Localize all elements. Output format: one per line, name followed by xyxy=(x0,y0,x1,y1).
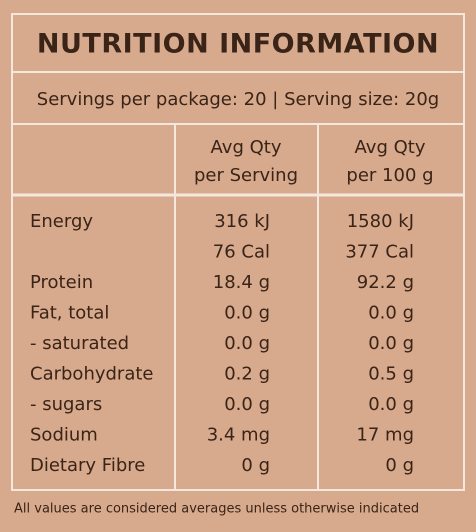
panel-border xyxy=(11,13,465,491)
nutrient-value: 316 kJ xyxy=(214,211,270,232)
nutrient-value: 0.0 g xyxy=(368,303,414,324)
nutrient-label: - sugars xyxy=(30,394,102,415)
nutrient-value: 18.4 g xyxy=(213,272,270,293)
nutrient-value: 377 Cal xyxy=(345,242,414,263)
column-header: Avg Qty xyxy=(355,137,426,158)
nutrient-value: 0.0 g xyxy=(224,303,270,324)
nutrient-value: 17 mg xyxy=(356,425,414,446)
nutrient-label: Fat, total xyxy=(30,303,109,324)
footnote: All values are considered averages unles… xyxy=(14,502,419,517)
nutrient-value: 0.0 g xyxy=(368,394,414,415)
nutrient-value: 0.2 g xyxy=(224,364,270,385)
servings: Servings per package: 20 | Serving size:… xyxy=(37,89,439,110)
nutrient-label: Sodium xyxy=(30,425,98,446)
title: NUTRITION INFORMATION xyxy=(37,29,439,60)
nutrient-value: 0.5 g xyxy=(368,364,414,385)
nutrient-value: 76 Cal xyxy=(213,242,270,263)
nutrient-value: 0.0 g xyxy=(368,333,414,354)
nutrient-label: Protein xyxy=(30,272,93,293)
column-header: per Serving xyxy=(194,165,298,186)
nutrient-value: 0.0 g xyxy=(224,394,270,415)
nutrient-value: 0 g xyxy=(385,455,414,476)
nutrient-value: 0 g xyxy=(241,455,270,476)
column-header: per 100 g xyxy=(346,165,433,186)
column-header: Avg Qty xyxy=(211,137,282,158)
nutrient-value: 3.4 mg xyxy=(207,425,270,446)
nutrient-label: Dietary Fibre xyxy=(30,455,145,476)
nutrient-label: - saturated xyxy=(30,333,129,354)
nutrient-label: Energy xyxy=(30,211,93,232)
nutrient-value: 0.0 g xyxy=(224,333,270,354)
nutrient-label: Carbohydrate xyxy=(30,364,154,385)
nutrient-value: 1580 kJ xyxy=(347,211,414,232)
nutrient-value: 92.2 g xyxy=(357,272,414,293)
